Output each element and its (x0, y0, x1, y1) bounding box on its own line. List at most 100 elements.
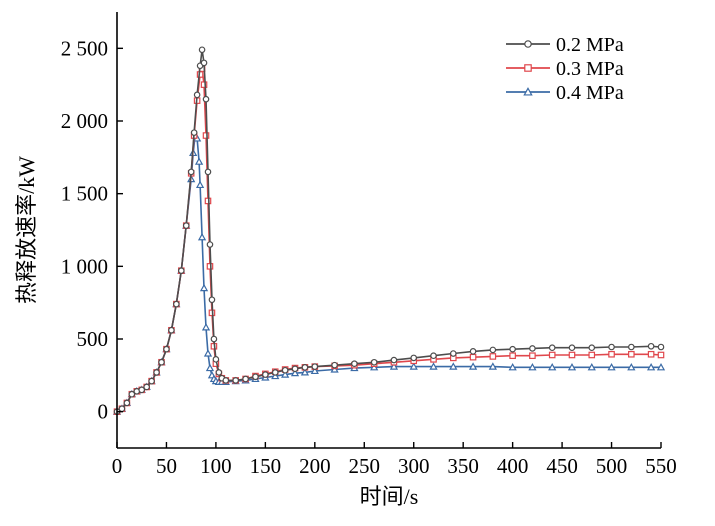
series-2 (113, 65, 665, 415)
x-tick-label-400: 400 (497, 454, 529, 478)
series-1-point (568, 344, 576, 352)
series-1-point (173, 300, 180, 308)
series-1-point (242, 375, 249, 383)
legend-marker-3 (523, 87, 533, 96)
series-1-point (168, 326, 175, 334)
series-3-point (429, 362, 438, 370)
series-1-point (588, 344, 596, 352)
series-1-point (143, 383, 150, 391)
series-1-point (182, 222, 190, 229)
series-3-point (488, 362, 497, 370)
series-3-point (389, 362, 399, 370)
series-2-point (509, 352, 516, 360)
series-1-point (148, 377, 155, 385)
x-tick-label-500: 500 (596, 454, 628, 478)
series-3-point (646, 362, 656, 371)
series-1-point (647, 342, 655, 350)
series-3-point (199, 283, 209, 292)
x-tick-label-200: 200 (299, 454, 331, 478)
series-1-point (657, 343, 665, 351)
series-3-point (203, 349, 213, 357)
series-1-point (281, 366, 289, 374)
series-1-point (430, 352, 437, 360)
series-1-point (153, 369, 160, 376)
series-3-point (271, 371, 280, 380)
series-1-point (206, 241, 214, 248)
series-1-point (390, 356, 398, 364)
series-1-point (177, 267, 185, 274)
series-1-point (370, 358, 378, 366)
x-tick-label-100: 100 (200, 454, 232, 478)
x-tick-label-450: 450 (546, 454, 578, 478)
series-1-point (163, 345, 170, 353)
series-1-point (449, 350, 457, 357)
series-1-point (469, 348, 477, 355)
legend-entry-1: 0.2 MPa (506, 34, 624, 56)
series-1-point (489, 346, 497, 354)
series-1-point (232, 377, 239, 384)
series-1-point (351, 360, 358, 368)
series-3-point (370, 362, 379, 371)
series-3-point (528, 362, 537, 371)
series-3-point (567, 362, 577, 371)
series-1-point (262, 371, 269, 378)
x-tick-label-550: 550 (645, 454, 677, 478)
series-1-point (410, 354, 418, 362)
series-2-point (548, 351, 556, 359)
series-1-point (301, 364, 309, 371)
legend-entry-2: 0.3 MPa (506, 58, 624, 80)
series-1-point (118, 405, 126, 413)
series-1-point (187, 168, 195, 176)
series-3-point (310, 366, 319, 375)
series-1-point (252, 373, 259, 381)
series-3-point (300, 368, 310, 376)
series-1-point (204, 168, 212, 176)
series-2-point (202, 132, 210, 139)
x-tick-label-300: 300 (398, 454, 430, 478)
series-1-point (215, 369, 223, 376)
series-1 (113, 46, 665, 415)
series-2-point (608, 350, 615, 358)
series-1-point (193, 91, 201, 99)
y-axis-title: 热释放速率/kW (14, 156, 39, 304)
series-1-point (210, 335, 218, 343)
series-3-point (330, 365, 339, 373)
series-1-point (331, 361, 338, 369)
series-1-point (123, 399, 131, 407)
series-1-point (291, 365, 299, 373)
series-1-point (529, 345, 536, 352)
series-3 (112, 131, 666, 415)
legend-entry-3: 0.4 MPa (506, 82, 624, 104)
series-1-point (200, 59, 208, 67)
series-2-point (628, 350, 635, 358)
series-3-point (290, 368, 300, 377)
y-tick-label-500: 500 (77, 327, 109, 351)
series-layer (112, 46, 666, 415)
series-1-point (158, 358, 165, 366)
y-tick-label-2000: 2 000 (61, 109, 108, 133)
series-3-point (587, 362, 596, 371)
ticks-layer: 0 50 100 150 200 250 300 350 400 450 500 550 0 500 1 0… (61, 36, 677, 478)
series-1-point (628, 343, 635, 351)
series-3-point (281, 370, 290, 378)
x-tick-label-250: 250 (349, 454, 381, 478)
series-3-point (409, 362, 418, 370)
series-1-point (548, 344, 556, 352)
series-3-point (548, 362, 557, 371)
legend-marker-1 (524, 40, 532, 48)
series-1-point (208, 296, 216, 304)
series-1-point (198, 46, 206, 54)
series-3-point (201, 323, 211, 331)
x-tick-label-150: 150 (250, 454, 282, 478)
x-axis-title: 时间/s (360, 484, 419, 509)
series-3-point (194, 157, 204, 165)
series-1-point (138, 386, 146, 394)
series-2-point (657, 351, 665, 359)
y-tick-label-1000: 1 000 (61, 254, 108, 278)
series-3-point (449, 362, 458, 370)
series-2-point (469, 353, 477, 361)
x-tick-label-0: 0 (112, 454, 123, 478)
axes-layer (116, 12, 661, 449)
